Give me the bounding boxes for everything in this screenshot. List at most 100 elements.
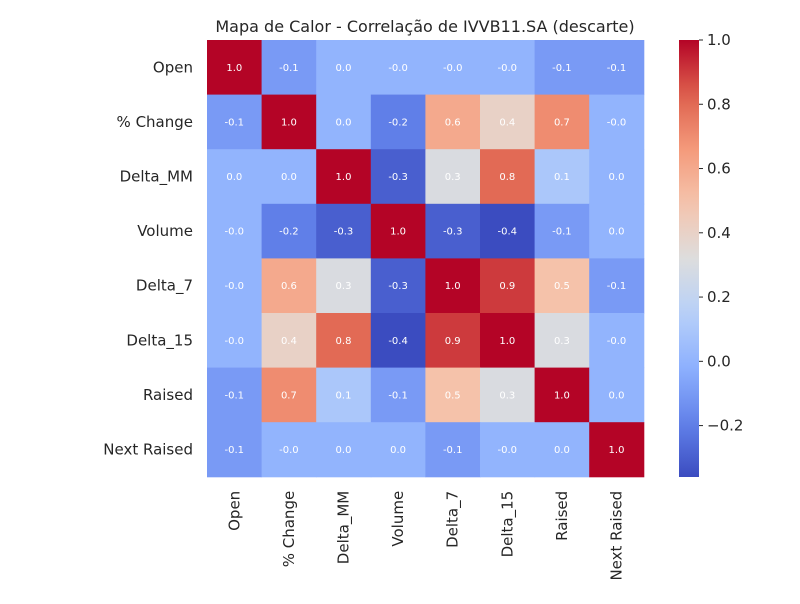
- heatmap-cell-raised-delta-7: [425, 367, 481, 423]
- cell-value-label: 0.7: [281, 390, 297, 401]
- heatmap-cell-next-raised-change: [261, 422, 317, 478]
- column-label-delta-15: Delta_15: [498, 491, 517, 558]
- heatmap-cell-open-delta-7: [425, 40, 481, 96]
- cell-value-label: 0.4: [281, 336, 297, 347]
- cell-value-label: 0.8: [499, 172, 515, 183]
- heatmap-cell-change-next-raised: [589, 94, 645, 150]
- cell-value-label: -0.0: [388, 63, 408, 74]
- heatmap-cell-delta-15-raised: [534, 313, 590, 369]
- heatmap-cell-raised-raised: [534, 367, 590, 423]
- cell-value-label: 0.5: [445, 390, 461, 401]
- cell-value-label: 0.0: [609, 172, 625, 183]
- cell-value-label: -0.1: [225, 445, 245, 456]
- cell-value-label: 0.0: [390, 445, 406, 456]
- heatmap-cell-next-raised-open: [207, 422, 263, 478]
- cell-value-label: -0.3: [443, 227, 463, 238]
- row-label-volume: Volume: [137, 222, 193, 240]
- cell-value-label: -0.0: [498, 445, 518, 456]
- heatmap-cell-delta-15-delta-mm: [316, 313, 372, 369]
- heatmap-cell-delta-7-change: [261, 258, 317, 314]
- heatmap-cell-change-delta-15: [480, 94, 536, 150]
- cell-value-label: -0.1: [607, 281, 627, 292]
- colorbar-tick-label: 0.4: [707, 224, 731, 242]
- cell-value-label: -0.0: [225, 281, 245, 292]
- cell-value-label: 1.0: [390, 227, 406, 238]
- heatmap-cell-raised-delta-15: [480, 367, 536, 423]
- heatmap-cell-open-delta-15: [480, 40, 536, 96]
- heatmap-cell-delta-mm-raised: [534, 149, 590, 205]
- heatmap-cell-change-volume: [370, 94, 426, 150]
- heatmap-cell-raised-next-raised: [589, 367, 645, 423]
- cell-value-label: 0.8: [336, 336, 352, 347]
- cell-value-label: -0.0: [279, 445, 299, 456]
- colorbar-ticks: 1.0 0.8 0.6 0.4 0.2 0.0 −0.2: [699, 31, 743, 435]
- heatmap-cell-delta-7-raised: [534, 258, 590, 314]
- heatmap-cell-delta-mm-delta-mm: [316, 149, 372, 205]
- cell-value-label: -0.0: [225, 227, 245, 238]
- cell-value-label: 0.1: [336, 390, 352, 401]
- cell-value-label: 1.0: [499, 336, 515, 347]
- cell-value-label: -0.1: [552, 227, 572, 238]
- heatmap-cell-next-raised-volume: [370, 422, 426, 478]
- heatmap-cell-delta-7-delta-mm: [316, 258, 372, 314]
- heatmap-cell-raised-delta-mm: [316, 367, 372, 423]
- cell-value-label: 0.0: [336, 63, 352, 74]
- cell-value-label: -0.1: [607, 63, 627, 74]
- column-label-delta-7: Delta_7: [444, 491, 463, 548]
- cell-value-label: 0.3: [554, 336, 570, 347]
- heatmap-cell-delta-7-delta-7: [425, 258, 481, 314]
- cell-value-label: -0.2: [388, 117, 408, 128]
- cell-value-label: -0.4: [388, 336, 408, 347]
- heatmap-cell-change-delta-7: [425, 94, 481, 150]
- cell-value-label: -0.1: [552, 63, 572, 74]
- cell-value-label: 0.0: [336, 445, 352, 456]
- column-label-raised: Raised: [553, 491, 571, 541]
- heatmap-cell-open-change: [261, 40, 317, 96]
- heatmap-cell-delta-7-next-raised: [589, 258, 645, 314]
- heatmap-cell-raised-volume: [370, 367, 426, 423]
- heatmap-cell-next-raised-next-raised: [589, 422, 645, 478]
- row-label-raised: Raised: [143, 386, 193, 404]
- heatmap-cell-delta-7-delta-15: [480, 258, 536, 314]
- cell-value-label: 0.0: [554, 445, 570, 456]
- colorbar-tick-label: 0.2: [707, 288, 731, 306]
- row-label-next-raised: Next Raised: [103, 441, 193, 459]
- cell-value-label: -0.3: [334, 227, 354, 238]
- column-labels: Open % Change Delta_MM Volume Delta_7 Delta_1…: [225, 491, 625, 581]
- heatmap-cell-delta-15-change: [261, 313, 317, 369]
- heatmap-cell-volume-delta-mm: [316, 203, 372, 259]
- cell-value-label: 0.4: [499, 117, 515, 128]
- cell-value-label: -0.3: [388, 281, 408, 292]
- heatmap-cell-volume-delta-7: [425, 203, 481, 259]
- heatmap-cell-delta-15-delta-7: [425, 313, 481, 369]
- cell-value-label: -0.1: [225, 117, 245, 128]
- heatmap-cell-next-raised-delta-7: [425, 422, 481, 478]
- cell-value-label: 0.3: [445, 172, 461, 183]
- cell-value-label: 1.0: [445, 281, 461, 292]
- heatmap-cell-delta-mm-open: [207, 149, 263, 205]
- cell-value-label: 0.7: [554, 117, 570, 128]
- cell-value-label: 0.6: [281, 281, 297, 292]
- heatmap-cell-delta-mm-next-raised: [589, 149, 645, 205]
- heatmap-cell-delta-mm-volume: [370, 149, 426, 205]
- heatmap-cell-next-raised-delta-15: [480, 422, 536, 478]
- cell-value-label: 0.9: [499, 281, 515, 292]
- column-label-open: Open: [225, 491, 243, 531]
- heatmap-cell-delta-mm-delta-15: [480, 149, 536, 205]
- cell-value-label: 1.0: [336, 172, 352, 183]
- heatmap-cell-delta-15-next-raised: [589, 313, 645, 369]
- column-label-change: % Change: [280, 491, 298, 567]
- heatmap-cell-raised-change: [261, 367, 317, 423]
- cell-value-label: 1.0: [609, 445, 625, 456]
- cell-value-label: 1.0: [281, 117, 297, 128]
- heatmap-cell-change-raised: [534, 94, 590, 150]
- heatmap-cell-next-raised-delta-mm: [316, 422, 372, 478]
- heatmap-cells: 1.0 -0.1 0.0 -0.0 -0.0 -0.0 -0.1 -0.1 -0.1 1.0 0.0…: [207, 40, 645, 478]
- row-label-delta-15: Delta_15: [126, 331, 193, 350]
- heatmap-cell-volume-delta-15: [480, 203, 536, 259]
- cell-value-label: 1.0: [554, 390, 570, 401]
- cell-value-label: 0.0: [609, 390, 625, 401]
- cell-value-label: 0.0: [609, 227, 625, 238]
